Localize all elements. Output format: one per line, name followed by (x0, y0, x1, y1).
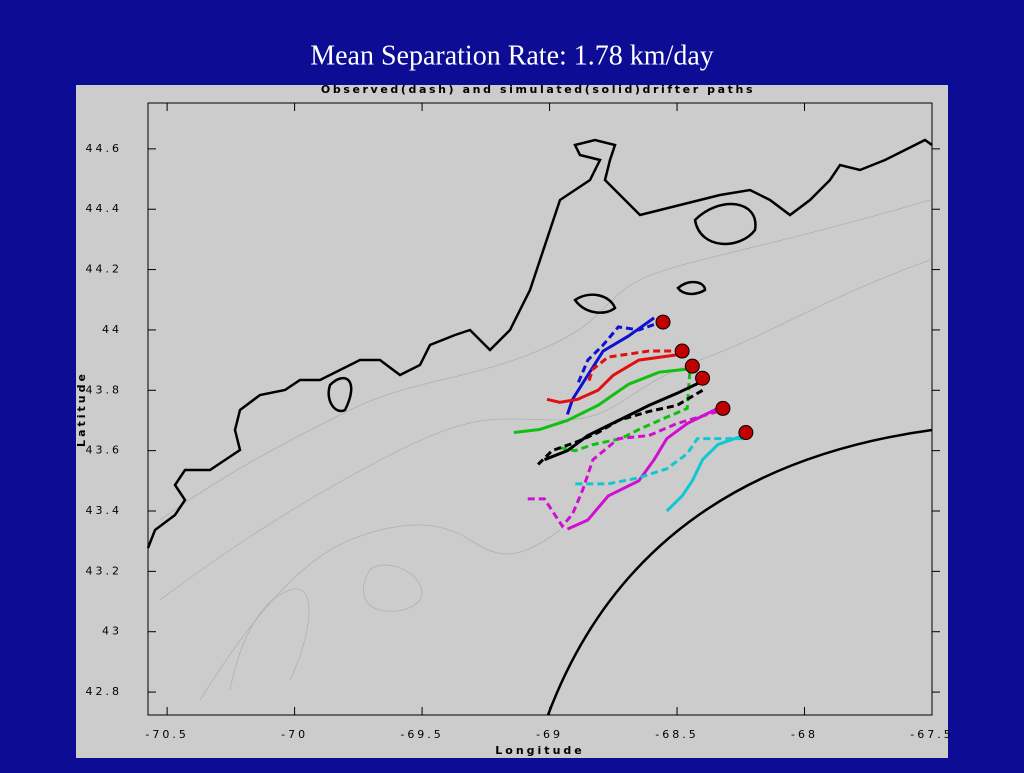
drifter-path (559, 372, 692, 453)
island (327, 376, 353, 413)
coastline (146, 138, 933, 549)
plot-panel (76, 85, 948, 758)
release-point (655, 314, 671, 330)
y-tick-label: 42.8 (86, 685, 123, 698)
x-tick-label: -68 (791, 728, 818, 741)
drifter-path (586, 349, 683, 385)
drifter-path (566, 407, 719, 531)
release-point (715, 400, 731, 416)
y-axis-label: Latitude (75, 371, 88, 447)
y-tick-label: 44.2 (86, 263, 123, 276)
x-tick-label: -67.5 (910, 728, 953, 741)
contour (159, 199, 931, 521)
drifter-path (535, 388, 704, 467)
drifter-path (524, 409, 719, 529)
contour (229, 588, 310, 691)
y-tick-label: 43.2 (86, 564, 123, 577)
x-tick-label: -70.5 (145, 728, 188, 741)
contour (159, 259, 931, 601)
x-tick-label: -68.5 (655, 728, 698, 741)
plot-frame (147, 102, 933, 716)
drifter-path (665, 434, 744, 513)
x-tick-label: -70 (281, 728, 308, 741)
release-point (684, 358, 700, 374)
boundary-arc (546, 428, 933, 716)
contour (363, 564, 423, 612)
y-tick-label: 43.6 (86, 444, 123, 457)
slide-title: Mean Separation Rate: 1.78 km/day (310, 40, 714, 71)
drifter-path (546, 352, 683, 404)
island (676, 280, 707, 296)
x-axis-label: Longitude (495, 744, 584, 757)
drifter-path (513, 367, 688, 435)
y-tick-label: 44.4 (86, 202, 123, 215)
release-point (695, 370, 711, 386)
release-point (674, 343, 690, 359)
island (573, 293, 617, 314)
drifter-path (576, 319, 665, 385)
plot-title: Observed(dash) and simulated(solid)drift… (321, 83, 755, 96)
y-tick-label: 44 (102, 323, 122, 336)
x-tick-label: -69 (536, 728, 563, 741)
y-tick-label: 43.4 (86, 504, 123, 517)
release-point (738, 425, 754, 441)
map (146, 102, 933, 716)
contour (199, 524, 561, 701)
y-tick-label: 43.8 (86, 383, 123, 396)
depth-contours (159, 199, 931, 701)
island (693, 202, 757, 246)
drifter-path (572, 437, 744, 486)
y-tick-label: 43 (102, 625, 122, 638)
y-tick-label: 44.6 (86, 142, 123, 155)
x-tick-label: -69.5 (400, 728, 443, 741)
